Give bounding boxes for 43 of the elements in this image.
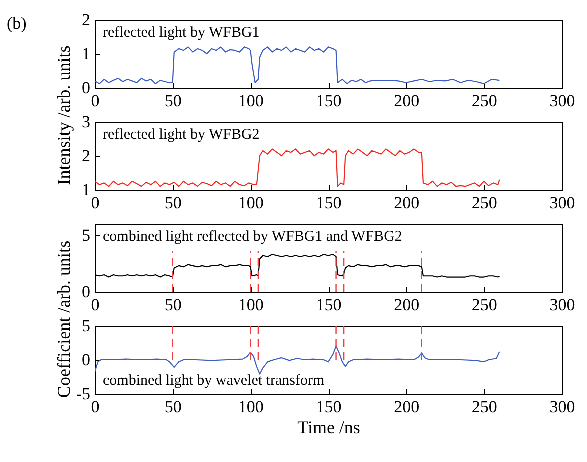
x-tick-label: 150 bbox=[316, 398, 342, 416]
x-tick-label: 300 bbox=[550, 398, 576, 416]
y-tick-label: 0 bbox=[82, 282, 90, 302]
x-tick-label: 200 bbox=[394, 92, 420, 110]
x-axis-title: Time /ns bbox=[298, 418, 360, 438]
x-tick-label: 150 bbox=[316, 194, 342, 212]
x-tick-label: 150 bbox=[316, 92, 342, 110]
y-tick-label: 1 bbox=[82, 44, 90, 64]
y-tick-label: 0 bbox=[82, 350, 90, 370]
y-tick-label: 5 bbox=[82, 316, 90, 336]
x-tick-label: 50 bbox=[164, 296, 182, 314]
chart-title: reflected light by WFBG2 bbox=[103, 127, 260, 143]
y-tick-label: 2 bbox=[82, 146, 90, 166]
y-tick-label: -5 bbox=[76, 384, 90, 404]
chart-title: reflected light by WFBG1 bbox=[103, 25, 260, 41]
x-tick-label: 50 bbox=[164, 398, 182, 416]
x-tick-label: 100 bbox=[238, 92, 264, 110]
y-axis-title: Intensity /arb. units bbox=[54, 46, 74, 186]
x-tick-label: 100 bbox=[238, 296, 264, 314]
chart-title: combined light reflected by WFBG1 and WFBG2 bbox=[103, 229, 402, 245]
x-tick-label: 300 bbox=[550, 296, 576, 314]
x-tick-label: 50 bbox=[164, 92, 182, 110]
y-tick-label: 1 bbox=[82, 180, 90, 200]
x-tick-label: 200 bbox=[394, 296, 420, 314]
x-tick-label: 200 bbox=[394, 398, 420, 416]
x-tick-label: 100 bbox=[238, 398, 264, 416]
x-tick-label: 200 bbox=[394, 194, 420, 212]
y-axis-title: Coefficient /arb. units bbox=[54, 240, 74, 398]
x-tick-label: 250 bbox=[472, 398, 498, 416]
x-tick-label: 300 bbox=[550, 194, 576, 212]
x-tick-label: 250 bbox=[472, 92, 498, 110]
x-tick-label: 150 bbox=[316, 296, 342, 314]
y-tick-label: 5 bbox=[82, 226, 90, 245]
x-tick-label: 250 bbox=[472, 296, 498, 314]
y-tick-label: 3 bbox=[82, 112, 90, 132]
text: combined light by wavelet transform bbox=[103, 373, 325, 389]
y-tick-label: 2 bbox=[82, 10, 90, 30]
x-tick-label: 250 bbox=[472, 194, 498, 212]
x-tick-label: 300 bbox=[550, 92, 576, 110]
x-tick-label: 50 bbox=[164, 194, 182, 212]
y-tick-label: 0 bbox=[82, 78, 90, 98]
text: (b) bbox=[7, 14, 27, 33]
x-tick-label: 100 bbox=[238, 194, 264, 212]
